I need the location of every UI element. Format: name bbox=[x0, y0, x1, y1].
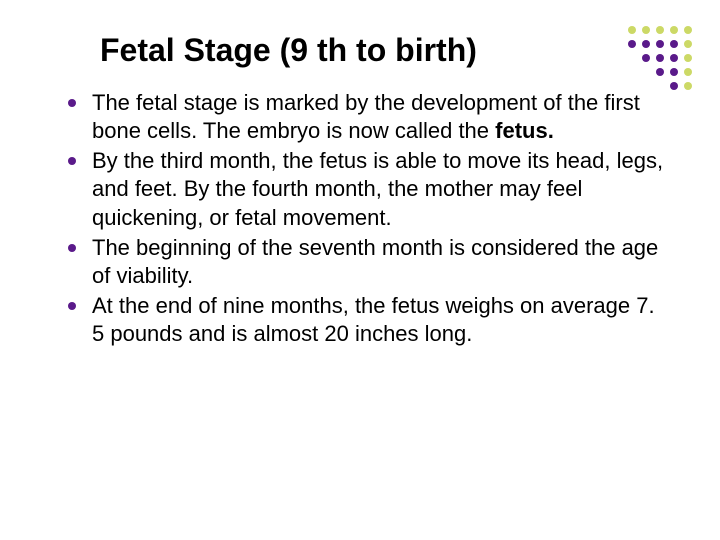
list-item: The fetal stage is marked by the develop… bbox=[68, 89, 670, 145]
bullet-icon bbox=[68, 99, 76, 107]
slide: Fetal Stage (9 th to birth) The fetal st… bbox=[0, 0, 720, 540]
bullet-text: By the third month, the fetus is able to… bbox=[92, 148, 663, 229]
list-item: By the third month, the fetus is able to… bbox=[68, 147, 670, 231]
bullet-text: The beginning of the seventh month is co… bbox=[92, 235, 658, 288]
bullet-text: At the end of nine months, the fetus wei… bbox=[92, 293, 655, 346]
bullet-list: The fetal stage is marked by the develop… bbox=[60, 89, 670, 348]
corner-dot-decoration bbox=[628, 26, 694, 92]
bullet-icon bbox=[68, 302, 76, 310]
bullet-bold: fetus. bbox=[495, 118, 554, 143]
bullet-icon bbox=[68, 157, 76, 165]
list-item: At the end of nine months, the fetus wei… bbox=[68, 292, 670, 348]
slide-title: Fetal Stage (9 th to birth) bbox=[100, 32, 670, 69]
bullet-icon bbox=[68, 244, 76, 252]
list-item: The beginning of the seventh month is co… bbox=[68, 234, 670, 290]
bullet-text: The fetal stage is marked by the develop… bbox=[92, 90, 640, 143]
